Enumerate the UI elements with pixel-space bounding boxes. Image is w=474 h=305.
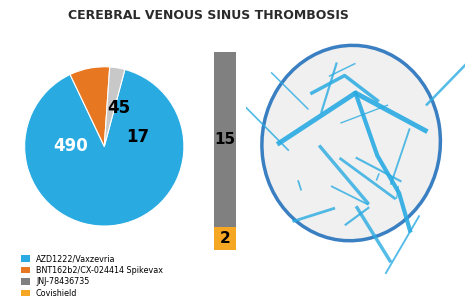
Text: 17: 17: [126, 128, 149, 146]
Text: CEREBRAL VENOUS SINUS THROMBOSIS: CEREBRAL VENOUS SINUS THROMBOSIS: [68, 9, 349, 22]
Bar: [214, 227, 236, 250]
Wedge shape: [104, 67, 125, 146]
Legend: AZD1222/Vaxzevria, BNT162b2/CX-024414 Spikevax, JNJ-78436735, Covishield: AZD1222/Vaxzevria, BNT162b2/CX-024414 Sp…: [18, 251, 166, 301]
Wedge shape: [70, 67, 109, 146]
Text: 45: 45: [107, 99, 130, 117]
Text: 2: 2: [220, 231, 230, 246]
Text: 15: 15: [215, 132, 236, 147]
Bar: [214, 52, 236, 227]
Text: 490: 490: [54, 137, 88, 156]
Wedge shape: [25, 70, 184, 226]
Ellipse shape: [262, 45, 440, 241]
